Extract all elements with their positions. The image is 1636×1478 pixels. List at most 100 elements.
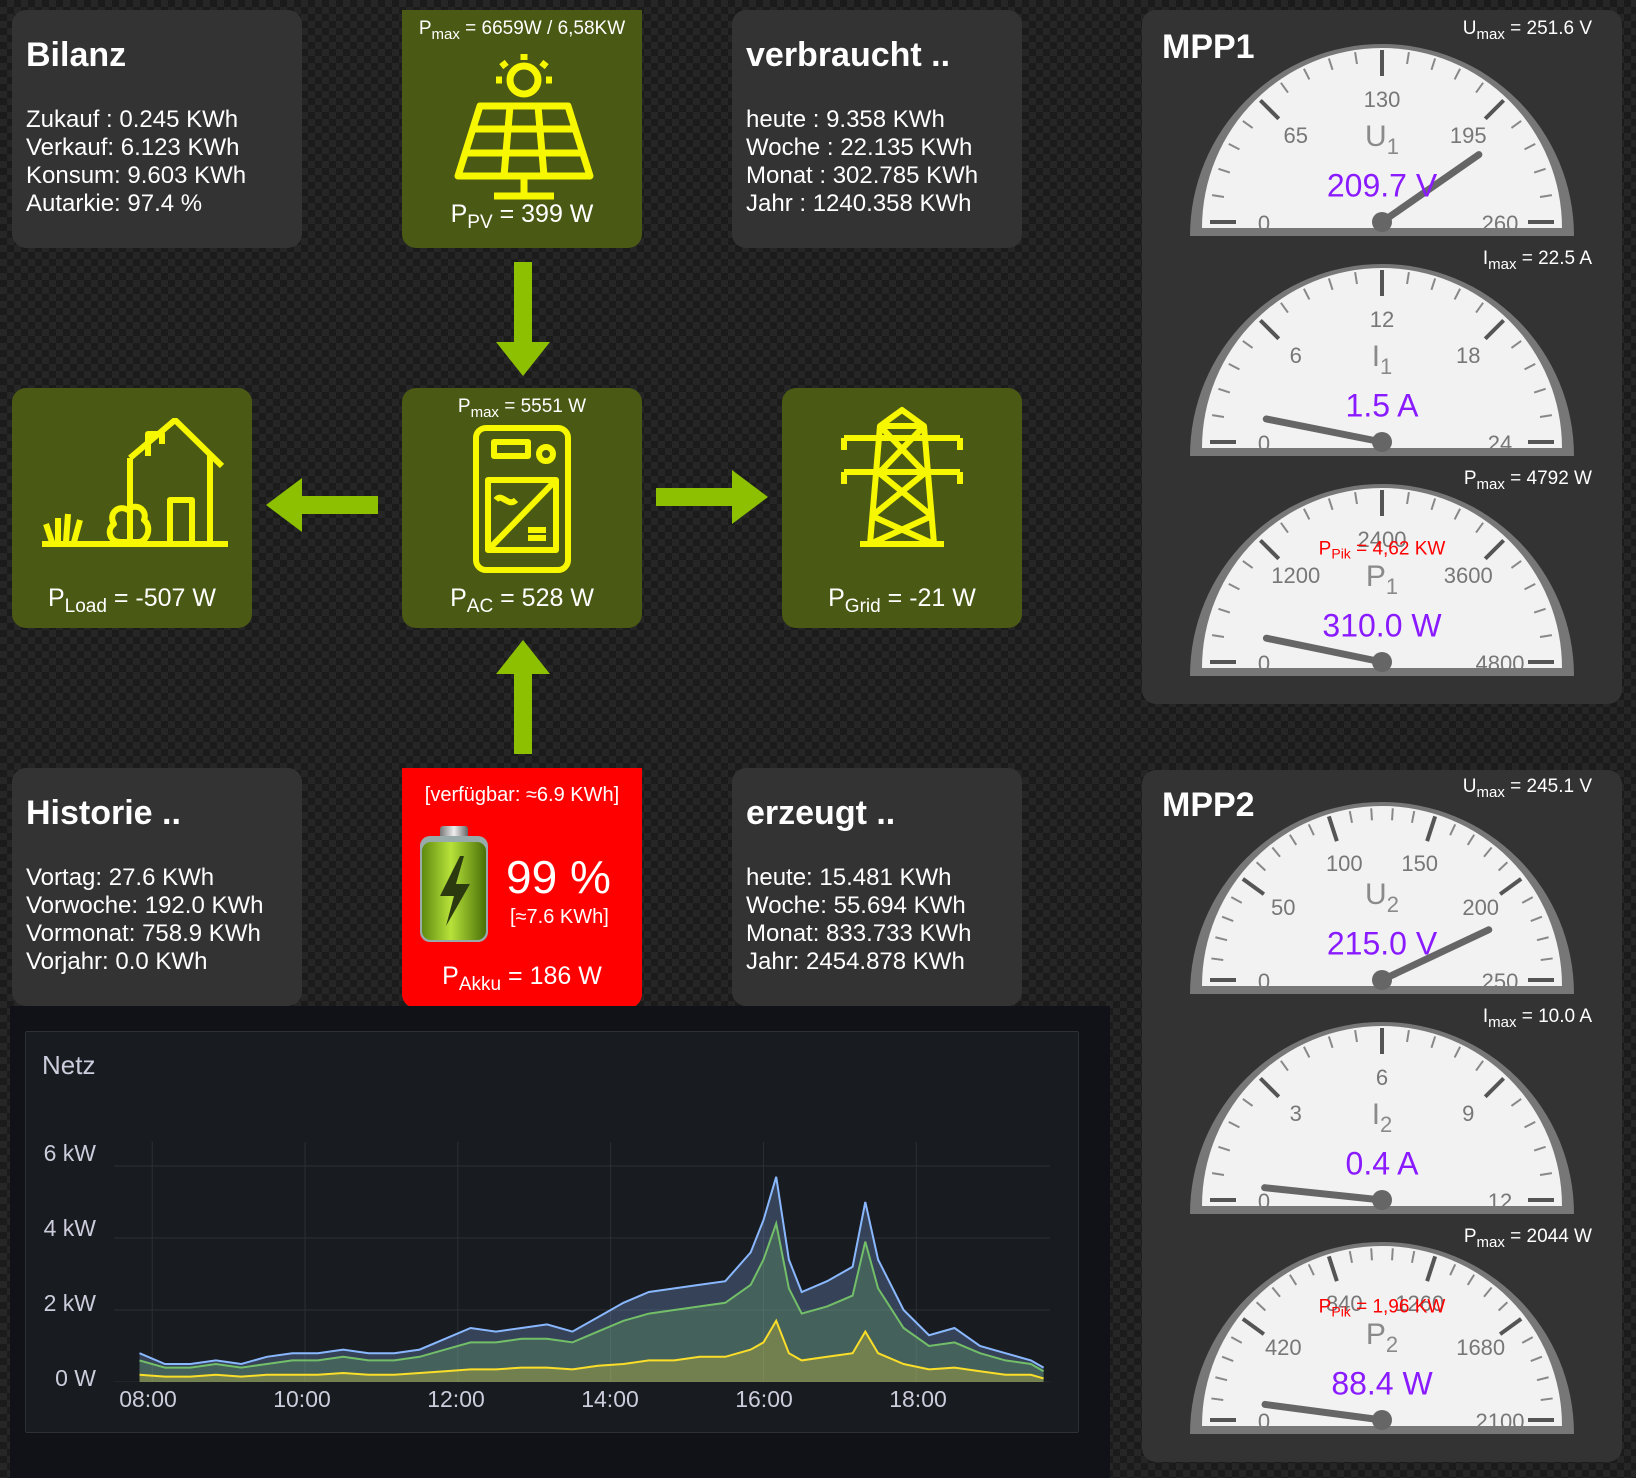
gauge-tick: [1255, 861, 1267, 872]
gauge-value: 88.4 W: [1331, 1365, 1433, 1402]
gauge-tick: [1221, 1355, 1234, 1363]
gauge-tick: [1271, 1286, 1281, 1298]
gauge-needle: [1378, 151, 1483, 226]
gauge-hub: [1372, 432, 1392, 452]
gauge-tick: [1524, 1121, 1536, 1129]
netz-chart-plot: [114, 1142, 1050, 1382]
gauge-tick: [1483, 1076, 1506, 1099]
gauge-tick: [1288, 834, 1298, 846]
gauge-value: 1.5 A: [1345, 387, 1419, 424]
bilanz-card: Bilanz Zukauf : 0.245 KWh Verkauf: 6.123…: [12, 10, 302, 248]
gauge-tick: [1211, 957, 1224, 961]
gauge-peak-label: PPik = 4,62 KW: [1318, 538, 1446, 562]
gauge-tick: [1211, 634, 1225, 638]
bilanz-line: Verkauf: 6.123 KWh: [26, 134, 240, 161]
gauge-tick-label: 65: [1283, 122, 1308, 148]
gauge-tick: [1242, 120, 1254, 129]
gauge-tick: [1530, 915, 1543, 923]
gauge-tick-label: 1200: [1271, 562, 1321, 588]
solar-panel-icon: [454, 54, 594, 200]
gauge-tick: [1211, 1172, 1225, 1176]
gauge-tick: [1303, 68, 1311, 80]
gauge-tick: [1391, 1248, 1394, 1261]
gauge-tick: [1497, 1301, 1509, 1312]
gauge-tick: [1228, 583, 1240, 591]
inverter-tile[interactable]: Pmax = 5551 W PAC = 528 W: [402, 388, 642, 628]
load-tile[interactable]: PLoad = -507 W: [12, 388, 252, 628]
gauge-tick: [1406, 1029, 1410, 1043]
gauge-hub: [1372, 652, 1392, 672]
gauge-tick: [1430, 1036, 1437, 1049]
gauge-tick-label: 24: [1487, 431, 1513, 456]
gauge-tick: [1288, 1274, 1298, 1286]
gauge-dial: [1190, 484, 1574, 676]
gauge-symbol: U2: [1365, 878, 1399, 917]
gauge-dial: [1190, 1022, 1574, 1214]
pv-pmax: Pmax = 6659W / 6,58KW: [418, 18, 626, 43]
gauge-tick: [1241, 1317, 1266, 1336]
erzeugt-line: Jahr: 2454.878 KWh: [746, 948, 965, 975]
mpp2-power-gauge: 0 420 840 1260 1680 2100 P2 88.4 W PPik = 1,96 K…: [1180, 1230, 1584, 1442]
akku-available: [verfügbar: ≈6.9 KWh]: [424, 784, 620, 806]
verbraucht-line: heute : 9.358 KWh: [746, 106, 945, 133]
gauge-tick: [1280, 522, 1289, 534]
erzeugt-title: erzeugt ..: [746, 794, 896, 832]
house-icon: [42, 418, 228, 547]
gauge-tick: [1510, 560, 1522, 569]
netz-chart-panel[interactable]: Netz 6 kW 4 kW 2 kW 0 W 08:00 10:00 12:0…: [25, 1031, 1079, 1433]
gauge-tick: [1533, 387, 1546, 394]
gauge-tick: [1218, 1145, 1231, 1152]
gauge-tick: [1327, 58, 1334, 71]
gauge-tick: [1430, 58, 1437, 71]
gauge-tick: [1483, 98, 1506, 121]
grid-tile[interactable]: PGrid = -21 W: [782, 388, 1022, 628]
gauge-tick: [1483, 846, 1493, 858]
gauge-tick: [1533, 167, 1546, 174]
gauge-tick-label: 200: [1462, 895, 1500, 921]
series-line-1: [139, 1219, 1045, 1373]
gauge-tick: [1498, 1317, 1523, 1336]
gauge-tick: [1215, 1376, 1228, 1382]
gauge-tick: [1354, 271, 1358, 285]
pv-tile[interactable]: Pmax = 6659W / 6,58KW PPV = 399 W: [402, 10, 642, 248]
chart-title: Netz: [42, 1050, 96, 1080]
x-tick-label: 16:00: [735, 1386, 793, 1412]
x-tick-label: 08:00: [119, 1386, 177, 1412]
x-tick-label: 18:00: [889, 1386, 947, 1412]
bilanz-line: Zukauf : 0.245 KWh: [26, 106, 239, 133]
gauge-tick: [1211, 194, 1225, 198]
historie-title: Historie ..: [26, 794, 181, 832]
gauge-tick: [1533, 1145, 1546, 1152]
gauge-tick: [1218, 607, 1231, 614]
historie-line: Vorwoche: 192.0 KWh: [26, 892, 264, 919]
gauge-tick-label: 0: [1257, 1409, 1271, 1434]
erzeugt-line: heute: 15.481 KWh: [746, 864, 952, 891]
series-area-0: [139, 1176, 1044, 1382]
akku-energy: [≈7.6 KWh]: [510, 906, 609, 928]
gauge-tick: [1536, 1376, 1549, 1382]
gauge-tick: [1453, 288, 1461, 300]
gauge-tick-label: 2400: [1357, 527, 1407, 552]
gauge-needle: [1378, 926, 1493, 984]
gauge-tick-label: 195: [1449, 122, 1487, 148]
gauge-tick: [1483, 318, 1506, 341]
mpp2-voltage-gauge: 0 50 100 150 200 250 U2 215.0 V: [1180, 790, 1584, 1002]
y-tick-label: 2 kW: [43, 1290, 96, 1316]
mpp2-title: MPP2: [1162, 786, 1255, 824]
gauge-tick: [1211, 414, 1225, 418]
gauge-tick: [1466, 1274, 1476, 1286]
gauge-tick: [1258, 318, 1281, 341]
gauge-tick-label: 2100: [1475, 1409, 1525, 1434]
erzeugt-line: Woche: 55.694 KWh: [746, 892, 966, 919]
gauge-tick: [1539, 414, 1553, 418]
akku-tile[interactable]: [verfügbar: ≈6.9 KWh] 99 % [≈7.6 KWh] PA…: [402, 768, 642, 1008]
gauge-tick: [1530, 1355, 1543, 1363]
gauge-tick: [1475, 522, 1484, 534]
gauge-tick-label: 3600: [1443, 562, 1493, 588]
gauge-tick: [1510, 120, 1522, 129]
gauge-tick: [1521, 896, 1534, 904]
gauge-tick: [1539, 634, 1553, 638]
gauge-tick: [1258, 98, 1281, 121]
gauge-tick-label: 50: [1271, 895, 1296, 921]
historie-lines: Vortag: 27.6 KWh Vorwoche: 192.0 KWh Vor…: [26, 864, 263, 976]
